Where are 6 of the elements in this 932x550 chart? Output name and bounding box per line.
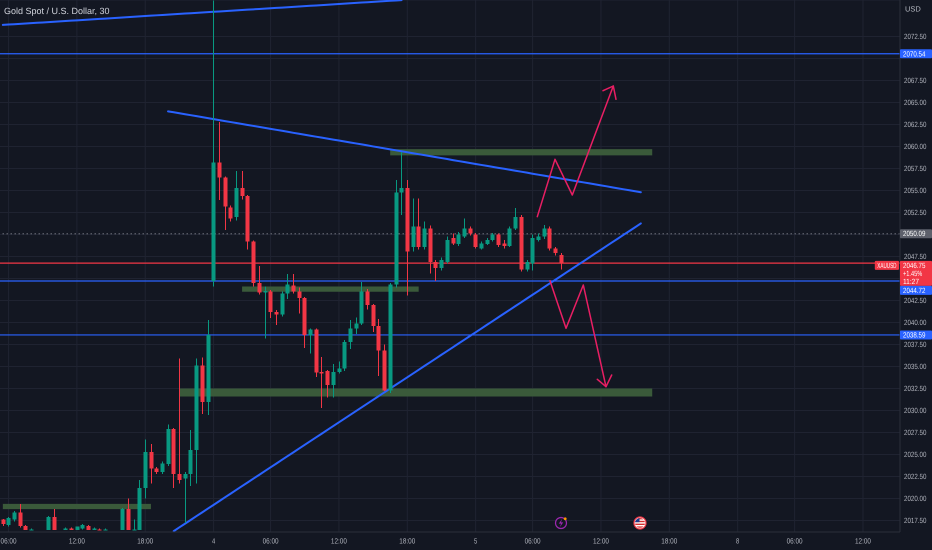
candlestick [184, 472, 188, 524]
candlestick [178, 358, 182, 484]
candlestick [400, 152, 404, 216]
text: Gold Spot / U.S. Dollar, 30 [4, 6, 110, 16]
line-series [167, 110, 642, 194]
line-series [2, 0, 403, 26]
